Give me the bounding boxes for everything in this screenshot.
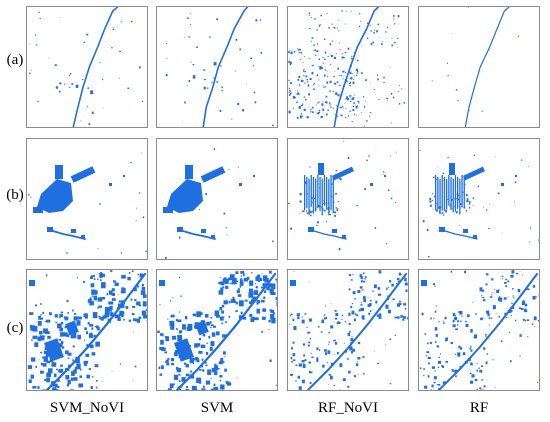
row-label-c: (c) xyxy=(6,320,24,336)
column-label-rf-novi: RF_NoVI xyxy=(317,400,378,416)
map-panel-b-rf xyxy=(418,138,540,260)
classification-map-b-rf-novi xyxy=(288,140,397,251)
classification-map-a-rf xyxy=(431,7,519,127)
row-label-b: (b) xyxy=(6,187,24,203)
classification-map-b-rf xyxy=(419,150,539,258)
classification-map-a-rf-novi xyxy=(288,7,405,127)
classification-map-b-svm-novi xyxy=(27,152,147,254)
map-panel-b-rf-novi xyxy=(287,138,409,260)
classification-map-c-rf xyxy=(420,270,539,390)
map-panel-c-svm xyxy=(156,269,278,391)
map-panel-c-rf-novi xyxy=(287,269,409,391)
map-panel-c-rf xyxy=(418,269,540,391)
map-panel-a-svm-novi xyxy=(26,6,148,128)
map-panel-c-svm-novi xyxy=(26,269,148,391)
classification-map-a-svm xyxy=(165,7,274,127)
map-panel-a-svm xyxy=(156,6,278,128)
classification-map-c-svm-novi xyxy=(27,270,147,390)
map-panel-a-rf xyxy=(418,6,540,128)
map-panel-a-rf-novi xyxy=(287,6,409,128)
classification-map-b-svm xyxy=(163,148,274,259)
column-label-svm-novi: SVM_NoVI xyxy=(49,400,125,416)
map-panel-b-svm xyxy=(156,138,278,260)
classification-map-c-rf-novi xyxy=(289,270,408,390)
row-label-a: (a) xyxy=(6,52,24,68)
map-panel-b-svm-novi xyxy=(26,138,148,260)
column-label-svm: SVM xyxy=(200,400,234,416)
column-label-rf: RF xyxy=(469,400,489,416)
classification-map-c-svm xyxy=(157,270,277,390)
classification-map-a-svm-novi xyxy=(29,7,144,127)
